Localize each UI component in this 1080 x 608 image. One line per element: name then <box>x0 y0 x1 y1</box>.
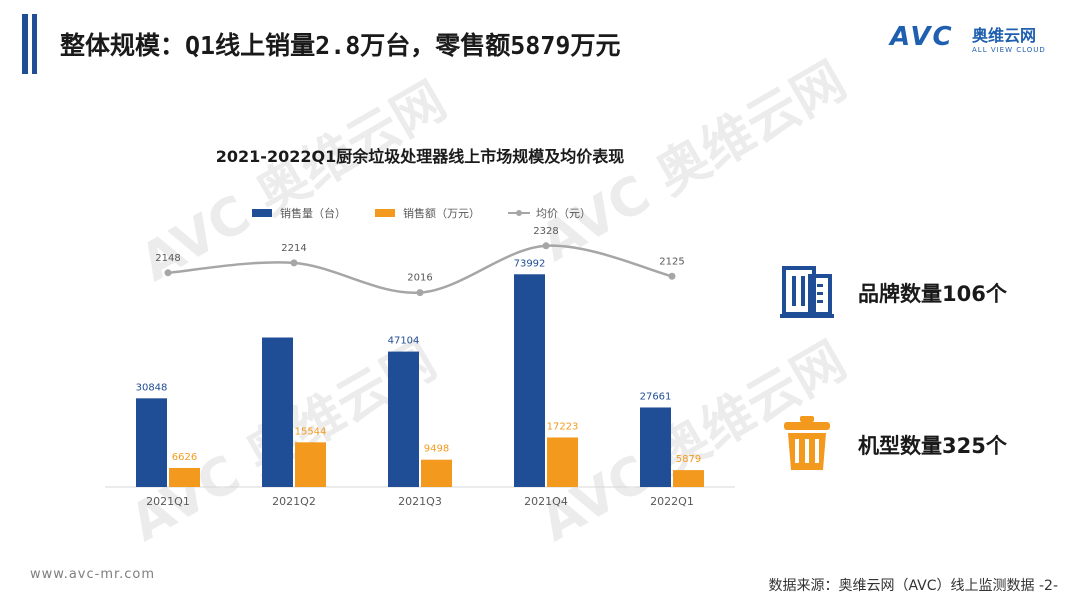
legend-swatch-marker <box>516 210 522 216</box>
logo-cn-text: 奥维云网 <box>972 26 1037 45</box>
logo-avc-text: AVC <box>890 22 954 52</box>
x-tick-label: 2021Q3 <box>398 495 442 508</box>
data-label-sales-amount: 9498 <box>424 444 449 455</box>
point-average-price <box>290 259 298 267</box>
legend-label: 销售量（台） <box>280 206 346 220</box>
data-label-sales-volume: 30848 <box>136 382 168 393</box>
data-label-sales-volume: 27661 <box>640 391 672 402</box>
brand-count-item: 品牌数量106个 <box>780 262 1060 322</box>
legend-swatch <box>375 209 395 217</box>
data-label-average-price: 2214 <box>281 243 306 254</box>
logo-en-text: ALL VIEW CLOUD <box>972 46 1046 54</box>
bar-sales-volume <box>262 337 293 487</box>
line-average-price <box>167 244 673 294</box>
bar-sales-volume <box>388 351 419 487</box>
data-label-sales-volume: 73992 <box>514 258 546 269</box>
plot-area: 30848 6626 2021Q1 15544 2021Q2 47104 9498 2021Q… <box>105 226 735 508</box>
data-label-average-price: 2328 <box>533 226 558 237</box>
bar-sales-amount <box>547 437 578 487</box>
bar-sales-amount <box>673 470 704 487</box>
bar-sales-volume <box>514 274 545 487</box>
website-url: www.avc-mr.com <box>30 567 156 582</box>
data-label-average-price: 2125 <box>659 256 684 267</box>
bar-sales-volume <box>136 398 167 487</box>
legend: 销售量（台） 销售额（万元） 均价（元） <box>252 206 591 220</box>
building-icon <box>780 266 834 318</box>
point-average-price <box>668 272 676 280</box>
data-label-sales-amount: 17223 <box>547 421 579 432</box>
legend-swatch <box>252 209 272 217</box>
data-label-sales-amount: 5879 <box>676 454 701 465</box>
title-accent-bar <box>22 14 38 74</box>
model-count-item: 机型数量325个 <box>780 414 1060 474</box>
bar-sales-amount <box>421 459 452 487</box>
legend-label: 销售额（万元） <box>403 206 480 220</box>
bar-sales-amount <box>169 467 200 487</box>
x-tick-label: 2021Q1 <box>146 495 190 508</box>
bar-sales-volume <box>640 407 671 487</box>
avc-logo: AVC 奥维云网 ALL VIEW CLOUD <box>890 22 1060 58</box>
data-label-average-price: 2148 <box>155 253 180 264</box>
legend-label: 均价（元） <box>536 207 591 220</box>
trash-bin-icon <box>784 416 830 470</box>
data-label-sales-volume: 47104 <box>388 336 420 347</box>
chart-title: 2021-2022Q1厨余垃圾处理器线上市场规模及均价表现 <box>216 147 624 166</box>
bar-sales-amount <box>295 442 326 487</box>
brand-count-label: 品牌数量106个 <box>858 282 1007 306</box>
x-tick-label: 2021Q4 <box>524 495 568 508</box>
data-source-note: 数据来源：奥维云网（AVC）线上监测数据 -2- <box>768 578 1059 594</box>
point-average-price <box>542 242 550 250</box>
data-label-sales-amount: 15544 <box>295 426 327 437</box>
data-label-sales-amount: 6626 <box>172 452 197 463</box>
page-title: 整体规模：Q1线上销量2.8万台，零售额5879万元 <box>60 31 621 60</box>
point-average-price <box>164 269 172 277</box>
data-label-average-price: 2016 <box>407 273 432 284</box>
point-average-price <box>416 289 424 297</box>
x-tick-label: 2021Q2 <box>272 495 316 508</box>
x-tick-label: 2022Q1 <box>650 495 694 508</box>
model-count-label: 机型数量325个 <box>858 434 1007 458</box>
